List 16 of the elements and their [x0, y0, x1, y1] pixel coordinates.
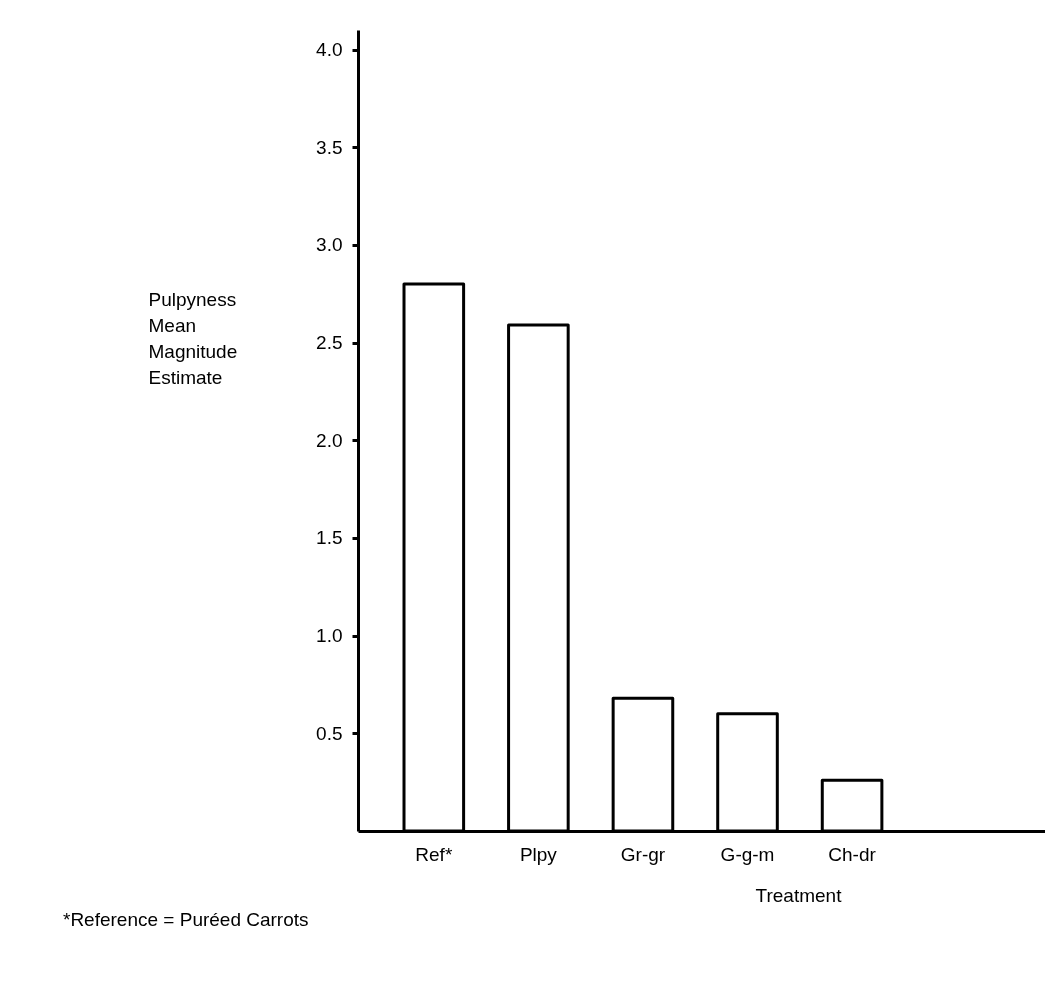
y-tick-label: 3.0 [316, 234, 343, 256]
y-tick-label: 1.0 [316, 625, 343, 647]
y-tick-label: 3.5 [316, 136, 343, 158]
x-tick-label: Plpy [519, 843, 558, 865]
x-tick-label: Gr-gr [620, 843, 666, 865]
y-tick-label: 2.5 [316, 332, 343, 354]
x-axis-title: Treatment [755, 884, 843, 906]
x-tick-label: G-g-m [720, 843, 775, 865]
x-tick-label: Ch-dr [828, 843, 877, 865]
y-tick-label: 4.0 [316, 39, 343, 61]
x-tick-label: Ref* [415, 843, 453, 865]
y-axis-title: Pulpyness Mean Magnitude Estimate [148, 288, 238, 388]
text: *Reference = Puréed Carrots [63, 909, 309, 930]
y-tick-label: 0.5 [316, 722, 343, 744]
y-tick-label: 2.0 [316, 429, 343, 451]
y-tick-label: 1.5 [316, 527, 343, 549]
